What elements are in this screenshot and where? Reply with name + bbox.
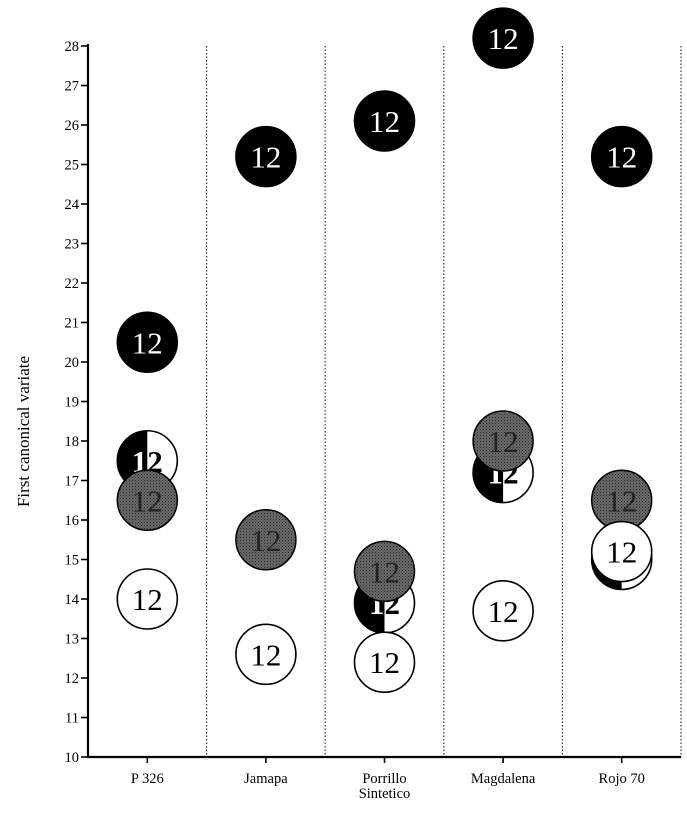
y-tick-label: 28 [65, 39, 80, 55]
point-label: 12 [606, 140, 637, 175]
data-point-black: 12 [353, 90, 416, 152]
y-tick-label: 12 [65, 671, 80, 687]
point-label: 12 [132, 325, 163, 360]
point-marker [235, 509, 297, 571]
y-tick-label: 25 [65, 158, 80, 174]
point-label: 12 [132, 483, 163, 518]
point-marker [235, 623, 297, 686]
x-tick-label: Magdalena [471, 771, 536, 787]
x-tick-label: Rojo 70 [599, 771, 645, 787]
y-tick-label: 20 [65, 355, 80, 371]
data-point-black: 12 [116, 311, 179, 373]
y-tick-label: 16 [65, 513, 80, 529]
data-point-gray: 12 [353, 540, 416, 603]
y-tick-label: 18 [65, 434, 80, 450]
point-marker [235, 125, 297, 188]
data-point-gray: 12 [472, 410, 534, 472]
point-marker [472, 7, 534, 69]
y-tick-label: 15 [65, 553, 80, 569]
y-tick-label: 19 [65, 395, 80, 411]
y-axis-title: First canonical variate [14, 356, 33, 507]
point-marker [353, 90, 416, 152]
point-marker [353, 540, 416, 603]
data-point-white: 12 [116, 568, 179, 630]
y-tick-label: 10 [65, 750, 80, 766]
point-label: 12 [488, 21, 519, 56]
point-label: 12 [132, 582, 163, 617]
point-label: 12 [606, 535, 637, 570]
y-tick-label: 21 [65, 316, 80, 332]
y-tick-label: 24 [65, 197, 80, 213]
point-label: 12 [606, 483, 637, 518]
x-tick-label: P 326 [131, 771, 164, 787]
data-point-white: 12 [353, 631, 416, 694]
y-tick-label: 27 [65, 79, 80, 95]
data-point-gray: 12 [235, 509, 297, 571]
point-label: 12 [488, 594, 519, 629]
point-marker [590, 125, 653, 188]
point-marker [116, 469, 179, 531]
point-label: 12 [250, 637, 281, 672]
data-point-black: 12 [235, 125, 297, 188]
point-label: 12 [369, 645, 400, 680]
point-label: 12 [369, 554, 400, 589]
x-tick-label: Jamapa [244, 771, 288, 787]
point-label: 12 [488, 424, 519, 459]
x-tick-label: Porrillo Sintetico [359, 771, 411, 802]
point-marker [472, 580, 534, 642]
point-marker [116, 311, 179, 373]
point-label: 12 [250, 523, 281, 558]
data-point-white: 12 [235, 623, 297, 686]
y-tick-label: 23 [65, 237, 80, 253]
y-tick-label: 14 [65, 592, 80, 608]
data-point-white: 12 [472, 580, 534, 642]
y-tick-label: 26 [65, 118, 80, 134]
y-tick-label: 17 [65, 474, 80, 490]
grid-layer [206, 46, 682, 757]
y-tick-label: 11 [65, 711, 79, 727]
point-label: 12 [250, 140, 281, 175]
axes-layer: 10 11 12 13 14 15 16 17 18 19 20 21 22 23 24 25 26 27 28 P … [14, 39, 681, 802]
point-marker [353, 631, 416, 694]
y-tick-label: 22 [65, 276, 80, 292]
point-label: 12 [369, 104, 400, 139]
data-point-gray: 12 [116, 469, 179, 531]
y-tick-label: 13 [65, 632, 80, 648]
point-marker [472, 410, 534, 472]
data-point-black: 12 [472, 7, 534, 69]
point-marker [116, 568, 179, 630]
data-point-white: 12 [590, 520, 653, 583]
data-point-black: 12 [590, 125, 653, 188]
point-marker [590, 520, 653, 583]
